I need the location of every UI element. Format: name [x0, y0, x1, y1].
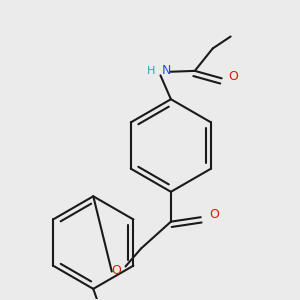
Text: O: O [112, 264, 122, 277]
Text: H: H [146, 66, 155, 76]
Text: O: O [209, 208, 219, 221]
Text: N: N [162, 64, 171, 77]
Text: O: O [229, 70, 238, 83]
